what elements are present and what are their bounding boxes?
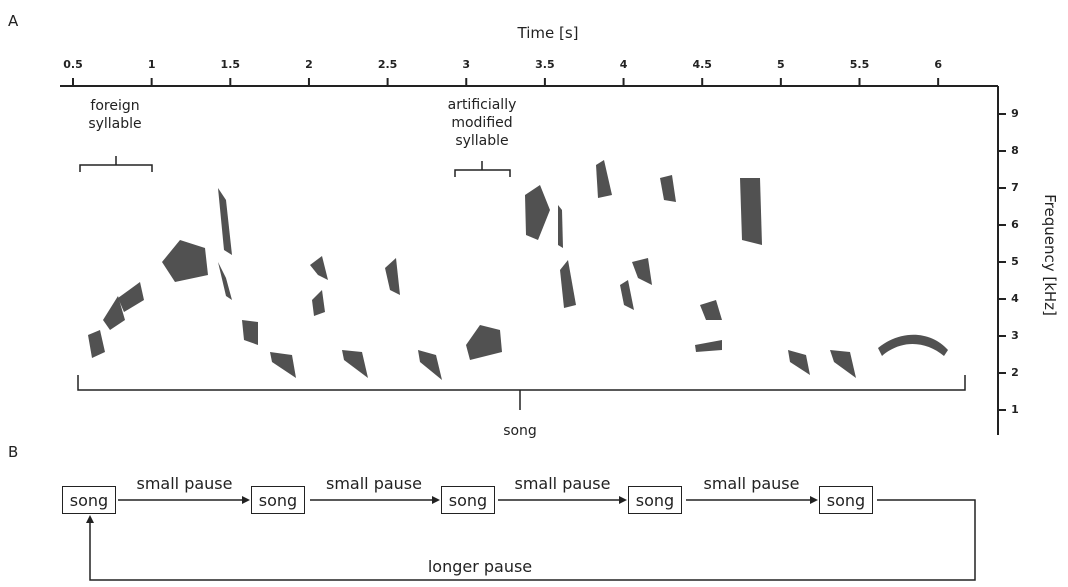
song-box: song bbox=[62, 486, 116, 514]
loop-label: longer pause bbox=[427, 557, 533, 576]
song-box: song bbox=[628, 486, 682, 514]
song-box: song bbox=[819, 486, 873, 514]
annotation: song bbox=[503, 423, 537, 439]
y-tick-label: 6 bbox=[1011, 218, 1019, 231]
y-tick-label: 2 bbox=[1011, 366, 1019, 379]
y-tick-label: 8 bbox=[1011, 144, 1019, 157]
x-tick-label: 2 bbox=[305, 58, 313, 71]
x-tick-label: 2.5 bbox=[377, 58, 398, 71]
y-tick-label: 1 bbox=[1011, 403, 1019, 416]
y-axis-title: Frequency [kHz] bbox=[1041, 194, 1059, 316]
x-tick-label: 1 bbox=[147, 58, 156, 71]
x-tick-label: 6 bbox=[934, 58, 942, 71]
y-tick-label: 5 bbox=[1011, 255, 1019, 268]
x-tick-label: 0.5 bbox=[63, 58, 83, 71]
song-box: song bbox=[251, 486, 305, 514]
y-tick-label: 9 bbox=[1011, 107, 1019, 120]
y-tick-label: 4 bbox=[1011, 292, 1019, 305]
x-tick-label: 4 bbox=[619, 58, 628, 71]
x-tick-label: 5.5 bbox=[849, 58, 870, 71]
annotation: artificially modified syllable bbox=[447, 97, 517, 149]
x-tick-label: 3 bbox=[462, 58, 471, 71]
panel-label: A bbox=[8, 12, 19, 30]
x-tick-label: 1.5 bbox=[220, 58, 241, 71]
edge-label: small pause bbox=[136, 474, 233, 493]
x-tick-label: 4.5 bbox=[692, 58, 712, 71]
edge-label: small pause bbox=[326, 474, 422, 493]
song-box: song bbox=[441, 486, 495, 514]
annotation: foreign syllable bbox=[88, 98, 142, 132]
y-tick-label: 7 bbox=[1011, 181, 1019, 194]
x-tick-label: 5 bbox=[777, 58, 785, 71]
y-tick-label: 3 bbox=[1011, 329, 1019, 342]
brackets bbox=[77, 156, 976, 581]
spectrogram bbox=[88, 160, 948, 380]
panel-label: B bbox=[8, 443, 19, 461]
edge-label: small pause bbox=[703, 474, 800, 493]
x-tick-label: 3.5 bbox=[535, 58, 555, 71]
x-axis-title: Time [s] bbox=[517, 24, 579, 42]
edge-label: small pause bbox=[514, 474, 611, 493]
ticks bbox=[72, 78, 1006, 411]
arrowheads bbox=[86, 496, 818, 523]
